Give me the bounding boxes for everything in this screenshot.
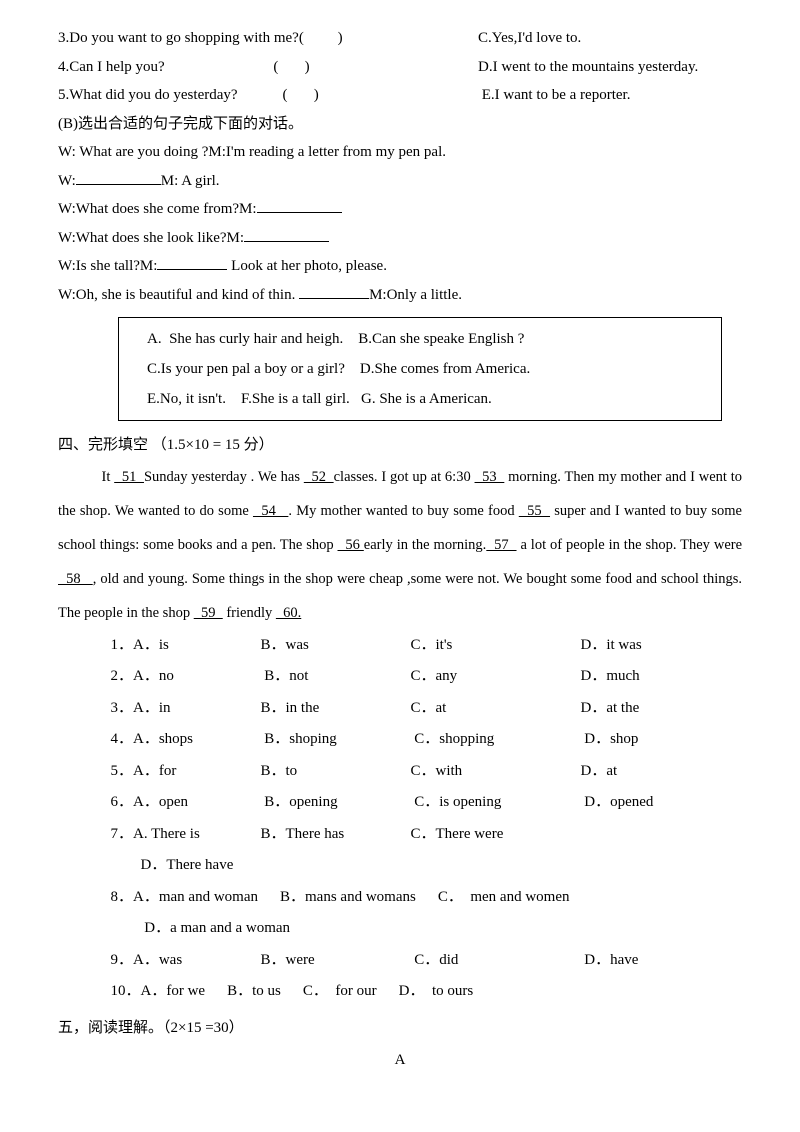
blank[interactable] (157, 255, 227, 270)
blank[interactable] (76, 170, 161, 185)
choices-section: 1．A．isB．wasC．it'sD．it was 2．A．no B．notC．… (58, 630, 742, 1008)
question-left: 3.Do you want to go shopping with me?( ) (58, 24, 478, 53)
question-left: 5.What did you do yesterday? ( ) (58, 81, 478, 110)
dialog-line: W:What does she look like?M: (58, 224, 742, 253)
cloze-blank[interactable]: 54 (253, 503, 288, 519)
choice-row: D．a man and a woman (58, 913, 742, 945)
blank[interactable] (257, 198, 342, 213)
option-line: E.No, it isn't. F.She is a tall girl. G.… (147, 384, 693, 414)
dialog-line: W:Is she tall?M: Look at her photo, plea… (58, 252, 742, 281)
cloze-blank[interactable]: 60. (276, 605, 301, 621)
cloze-blank[interactable]: 53 (475, 469, 505, 485)
answer-right: D.I went to the mountains yesterday. (478, 53, 742, 82)
choice-row: 3．A．inB．in theC．atD．at the (58, 693, 742, 725)
passage-label-a: A (58, 1046, 742, 1075)
choice-row: 8．A．man and womanB．mans and womans C． me… (58, 882, 742, 914)
choice-row: 1．A．isB．wasC．it'sD．it was (58, 630, 742, 662)
cloze-blank[interactable]: 52 (304, 469, 334, 485)
section-4-title: 四、完形填空 （1.5×10 = 15 分） (58, 431, 742, 460)
choice-row: 10．A．for we B．to us C． for our D． to our… (58, 976, 742, 1008)
option-line: A. She has curly hair and heigh. B.Can s… (147, 324, 693, 354)
dialog-line: W: What are you doing ?M:I'm reading a l… (58, 138, 742, 167)
cloze-blank[interactable]: 51 (114, 469, 144, 485)
cloze-paragraph: It 51 Sunday yesterday . We has 52 class… (58, 460, 742, 630)
choice-row: 9．A．wasB．were C．did D．have (58, 945, 742, 977)
choice-row: 7．A. There isB．There hasC．There were (58, 819, 742, 851)
dialog-line: W:What does she come from?M: (58, 195, 742, 224)
options-box: A. She has curly hair and heigh. B.Can s… (118, 317, 722, 421)
choice-row: 5．A．forB．toC．withD．at (58, 756, 742, 788)
option-line: C.Is your pen pal a boy or a girl? D.She… (147, 354, 693, 384)
question-left: 4.Can I help you? ( ) (58, 53, 478, 82)
choice-row: D．There have (58, 850, 742, 882)
cloze-blank[interactable]: 55 (519, 503, 550, 519)
dialog-line: W:Oh, she is beautiful and kind of thin.… (58, 281, 742, 310)
dialog-line: W:M: A girl. (58, 167, 742, 196)
blank[interactable] (244, 227, 329, 242)
choice-row: 6．A．open B．opening C．is opening D．opened (58, 787, 742, 819)
matching-row: 4.Can I help you? ( ) D.I went to the mo… (58, 53, 742, 82)
choice-row: 4．A．shops B．shoping C．shopping D．shop (58, 724, 742, 756)
section-5-title: 五，阅读理解。（2×15 =30） (58, 1014, 742, 1043)
matching-row: 5.What did you do yesterday? ( ) E.I wan… (58, 81, 742, 110)
cloze-blank[interactable]: 58 (58, 571, 93, 587)
cloze-blank[interactable]: 56 (338, 537, 364, 553)
matching-section: 3.Do you want to go shopping with me?( )… (58, 24, 742, 110)
section-b-title: (B)选出合适的句子完成下面的对话。 (58, 110, 742, 139)
matching-row: 3.Do you want to go shopping with me?( )… (58, 24, 742, 53)
answer-right: E.I want to be a reporter. (478, 81, 742, 110)
blank[interactable] (299, 284, 369, 299)
dialog-section: W: What are you doing ?M:I'm reading a l… (58, 138, 742, 309)
cloze-blank[interactable]: 57 (486, 537, 516, 553)
cloze-blank[interactable]: 59 (194, 605, 223, 621)
answer-right: C.Yes,I'd love to. (478, 24, 742, 53)
choice-row: 2．A．no B．notC．anyD．much (58, 661, 742, 693)
